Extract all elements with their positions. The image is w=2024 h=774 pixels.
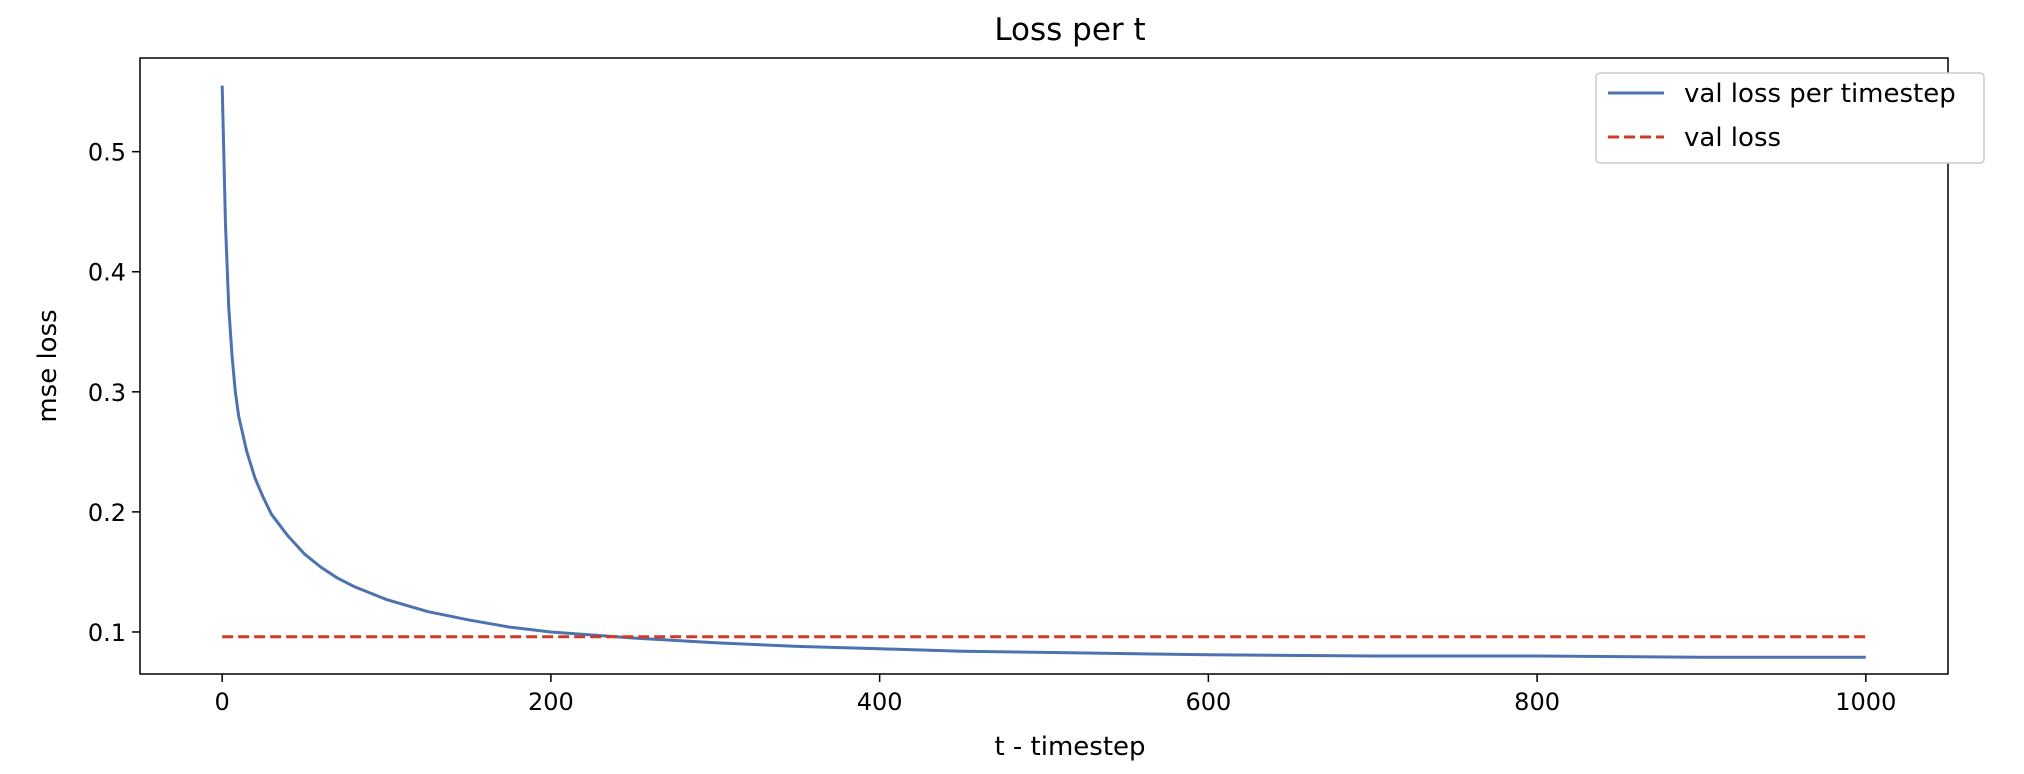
- y-tick-label: 0.1: [88, 619, 126, 647]
- x-tick-label: 1000: [1835, 688, 1896, 716]
- legend-label-val-loss-per-timestep: val loss per timestep: [1684, 79, 1956, 109]
- y-axis-label: mse loss: [33, 309, 63, 422]
- x-tick-label: 0: [215, 688, 230, 716]
- plot-frame: [139, 57, 1949, 675]
- x-tick-label: 400: [857, 688, 903, 716]
- x-tick-label: 800: [1514, 688, 1560, 716]
- y-tick-label: 0.4: [88, 259, 126, 287]
- y-tick-label: 0.5: [88, 139, 126, 167]
- x-tick-label: 600: [1185, 688, 1231, 716]
- y-tick-label: 0.3: [88, 379, 126, 407]
- legend-label-val-loss: val loss: [1684, 123, 1781, 153]
- y-tick-label: 0.2: [88, 499, 126, 527]
- legend-box: [1595, 72, 1985, 164]
- x-tick-label: 200: [528, 688, 574, 716]
- series-layer: [220, 85, 1866, 659]
- series-line-val-loss-per-timestep: [220, 85, 1866, 659]
- x-axis: 0 200 400 600 800 1000: [215, 674, 1896, 716]
- legend: val loss per timestep val loss: [1595, 72, 1985, 164]
- y-axis: 0.1 0.2 0.3 0.4 0.5: [88, 139, 140, 647]
- chart-title: Loss per t: [994, 12, 1145, 48]
- x-axis-label: t - timestep: [994, 732, 1145, 762]
